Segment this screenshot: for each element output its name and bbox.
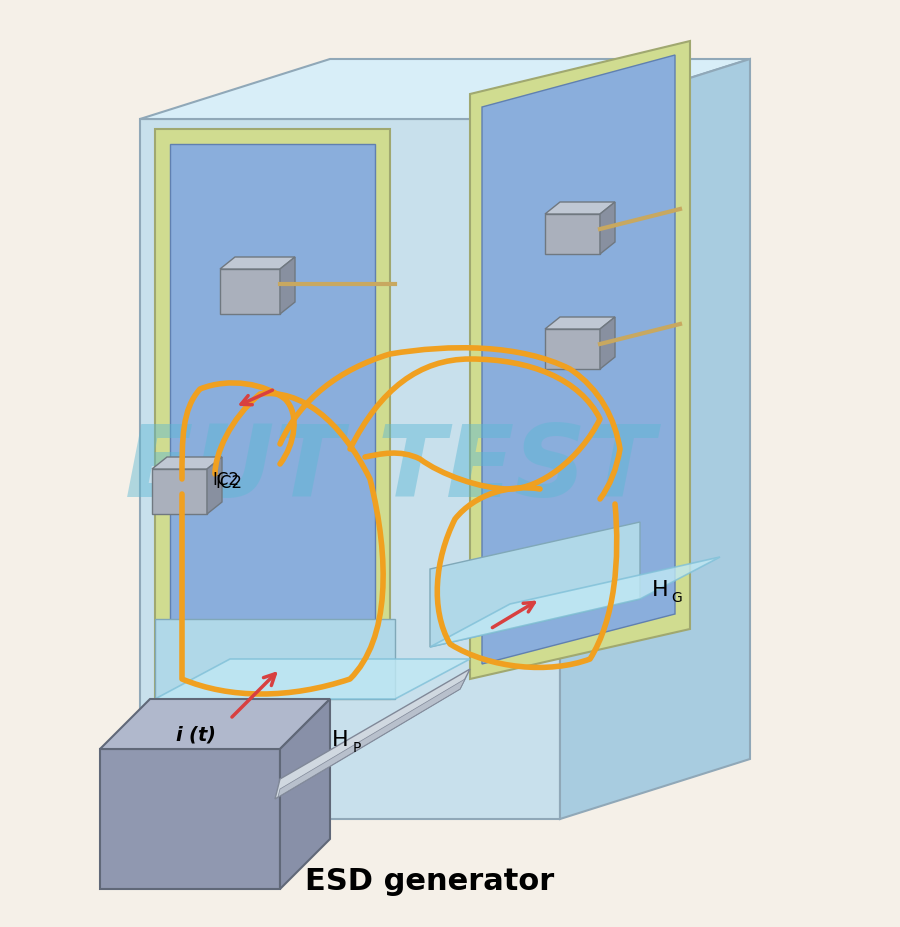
Text: G: G xyxy=(671,590,682,604)
Polygon shape xyxy=(545,203,615,215)
Polygon shape xyxy=(100,699,330,749)
Polygon shape xyxy=(155,130,390,699)
Polygon shape xyxy=(280,699,330,889)
Polygon shape xyxy=(220,270,280,314)
Polygon shape xyxy=(600,318,615,370)
Polygon shape xyxy=(152,458,222,469)
Text: IC2: IC2 xyxy=(212,471,239,489)
Text: IC2: IC2 xyxy=(215,474,242,491)
Text: P: P xyxy=(353,740,361,755)
Polygon shape xyxy=(560,60,750,819)
Polygon shape xyxy=(140,60,750,120)
Polygon shape xyxy=(545,318,615,330)
Text: ESD generator: ESD generator xyxy=(305,867,554,895)
Text: H: H xyxy=(332,730,348,749)
Text: H: H xyxy=(652,579,669,600)
Polygon shape xyxy=(152,469,207,514)
Text: $\bfit{i}$ (t): $\bfit{i}$ (t) xyxy=(175,724,215,744)
Polygon shape xyxy=(278,679,465,797)
Polygon shape xyxy=(155,659,470,699)
Polygon shape xyxy=(100,749,280,889)
Polygon shape xyxy=(275,669,470,799)
Polygon shape xyxy=(207,458,222,514)
Polygon shape xyxy=(170,145,375,684)
Polygon shape xyxy=(280,258,295,314)
Polygon shape xyxy=(140,120,560,819)
Polygon shape xyxy=(600,203,615,255)
Polygon shape xyxy=(545,215,600,255)
Polygon shape xyxy=(430,523,640,647)
Polygon shape xyxy=(220,258,295,270)
Polygon shape xyxy=(430,557,720,647)
Text: EUT TEST: EUT TEST xyxy=(125,421,654,518)
Polygon shape xyxy=(155,619,395,699)
Polygon shape xyxy=(545,330,600,370)
Polygon shape xyxy=(470,42,690,679)
Polygon shape xyxy=(482,56,675,665)
